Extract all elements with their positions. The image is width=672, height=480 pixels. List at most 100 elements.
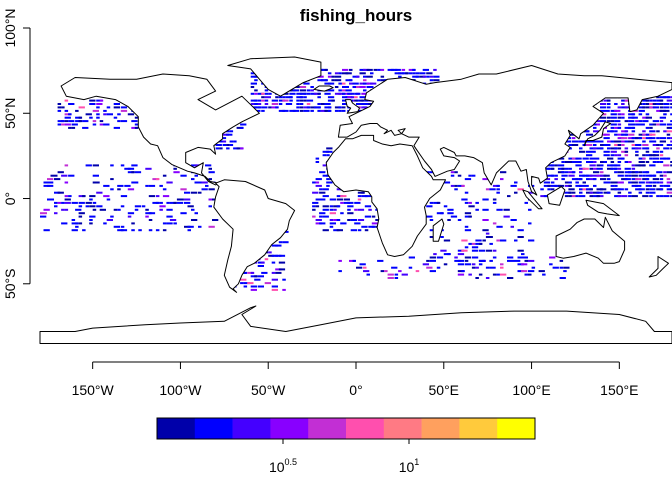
fishing-cell [296, 92, 303, 95]
fishing-cell [607, 144, 611, 146]
fishing-cell [457, 249, 465, 252]
fishing-cell [631, 123, 636, 126]
fishing-cell [331, 79, 335, 82]
fishing-cell [257, 285, 264, 288]
fishing-cell [436, 266, 441, 269]
fishing-cell [75, 109, 79, 112]
fishing-cell [208, 225, 215, 228]
fishing-cell [670, 106, 672, 109]
fishing-cell [621, 99, 628, 102]
fishing-cell [652, 178, 659, 181]
fishing-cell [642, 103, 646, 105]
fishing-cell [610, 123, 617, 126]
fishing-cell [327, 82, 335, 85]
fishing-cell [649, 174, 656, 177]
fishing-cell [656, 137, 660, 140]
fishing-cell [208, 188, 215, 191]
fishing-cell [361, 191, 365, 194]
fishing-cell [617, 123, 622, 126]
fishing-cell [610, 113, 617, 116]
fishing-cell [366, 68, 373, 71]
fishing-cell [264, 89, 269, 92]
fishing-cell [131, 126, 138, 129]
fishing-cell [387, 273, 394, 276]
fishing-cell [492, 184, 500, 187]
fishing-cell [624, 140, 631, 143]
fishing-cell [607, 157, 614, 160]
fishing-cell [312, 201, 319, 204]
fishing-cell [568, 188, 575, 191]
fishing-cell [342, 92, 346, 95]
fishing-cell [315, 181, 320, 184]
fishing-cell [361, 92, 368, 95]
fishing-cell [575, 178, 582, 181]
fishing-cell [338, 82, 342, 85]
fishing-cell [57, 201, 62, 204]
fishing-cell [99, 120, 104, 123]
fishing-cell [110, 178, 114, 181]
fishing-cell [638, 191, 643, 194]
fishing-cell [68, 195, 72, 198]
fishing-cell [319, 222, 326, 225]
fishing-cell [500, 263, 504, 266]
fishing-cell [82, 229, 86, 232]
fishing-cell [313, 106, 321, 109]
fishing-cell [461, 270, 465, 273]
fishing-cell [593, 174, 600, 177]
fishing-cell [631, 181, 638, 184]
fishing-cell [631, 178, 638, 181]
land-africa [325, 134, 446, 257]
fishing-cell [289, 96, 293, 99]
fishing-cell [134, 205, 142, 208]
fishing-cell [663, 96, 670, 99]
fishing-cell [614, 144, 618, 146]
fishing-cell [638, 133, 645, 136]
fishing-cell [593, 147, 597, 150]
fishing-cell [586, 130, 590, 133]
fishing-cell [261, 92, 265, 95]
fishing-cell [89, 116, 93, 119]
fishing-cell [117, 188, 121, 191]
fishing-cell [380, 68, 385, 71]
fishing-cell [282, 99, 289, 102]
fishing-cell [617, 137, 624, 140]
fishing-cell [96, 99, 103, 102]
fishing-cell [366, 86, 373, 88]
fishing-cell [145, 184, 149, 187]
land-south-america [213, 179, 296, 293]
land-new-zealand [648, 256, 669, 278]
fishing-cell [329, 198, 336, 201]
fishing-cell [454, 184, 458, 187]
fishing-cell [278, 261, 286, 264]
fishing-cell [145, 208, 149, 211]
fishing-cell [408, 266, 413, 269]
fishing-cell [296, 99, 300, 102]
fishing-cell [347, 201, 354, 204]
y-tick-label: 100°N [2, 8, 18, 47]
fishing-cell [322, 229, 329, 232]
fishing-cell [568, 174, 575, 177]
land-iceland [313, 85, 334, 92]
fishing-cell [500, 171, 507, 174]
fishing-cell [600, 120, 607, 123]
fishing-cell [315, 178, 322, 181]
fishing-cell [433, 201, 440, 204]
fishing-cell [99, 99, 104, 102]
fishing-cell [124, 184, 131, 187]
fishing-cell [659, 116, 666, 119]
fishing-cell [521, 256, 525, 259]
fishing-cell [670, 188, 672, 191]
fishing-cell [106, 198, 111, 201]
fishing-cell [503, 215, 510, 218]
fishing-cell [85, 113, 92, 116]
fishing-cell [343, 201, 350, 204]
fishing-cell [191, 208, 195, 211]
fishing-cell [319, 171, 326, 174]
fishing-cell [320, 79, 328, 82]
fishing-cell [586, 140, 590, 143]
fishing-cell [148, 195, 156, 198]
fishing-cell [268, 106, 272, 109]
fishing-cell [408, 72, 413, 75]
fishing-cell [642, 147, 649, 150]
fishing-cell [240, 282, 244, 285]
